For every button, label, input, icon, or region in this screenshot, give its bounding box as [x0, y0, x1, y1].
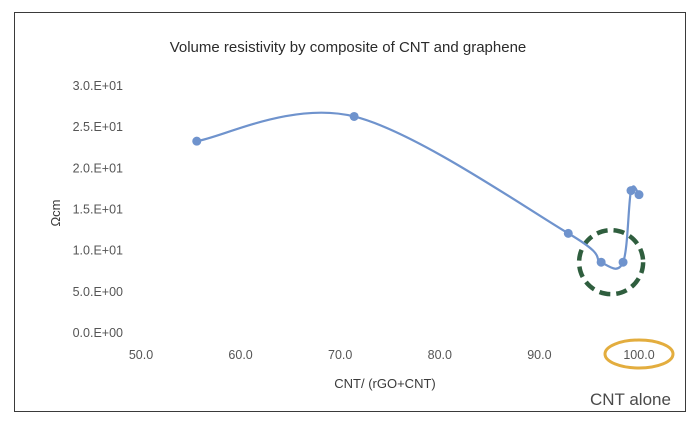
series-line	[196, 111, 640, 270]
chart-svg: Volume resistivity by composite of CNT a…	[48, 39, 675, 391]
y-tick-label: 5.0.E+00	[73, 285, 123, 299]
y-tick-label: 2.0.E+01	[73, 161, 123, 175]
y-tick-labels: 0.0.E+00 5.0.E+00 1.0.E+01 1.5.E+01 2.0.E+01…	[73, 79, 123, 340]
data-point	[349, 111, 359, 121]
highlight-dashed-circle	[576, 227, 646, 297]
data-point	[634, 190, 644, 200]
x-tick-label: 90.0	[527, 348, 551, 362]
x-tick-label: 100.0	[623, 348, 654, 362]
x-tick-labels: 50.0 60.0 70.0 80.0 90.0 100.0	[129, 348, 655, 362]
cnt-alone-annotation: CNT alone	[590, 390, 671, 409]
x-tick-label: 80.0	[428, 348, 452, 362]
y-axis-label: Ωcm	[48, 199, 63, 226]
x-tick-label: 70.0	[328, 348, 352, 362]
y-tick-label: 2.5.E+01	[73, 120, 123, 134]
y-tick-label: 1.0.E+01	[73, 244, 123, 258]
data-point	[618, 257, 628, 267]
x-tick-label: 50.0	[129, 348, 153, 362]
highlight-layer	[576, 227, 675, 370]
data-point	[596, 257, 606, 267]
data-point	[626, 186, 636, 196]
y-tick-label: 3.0.E+01	[73, 79, 123, 93]
data-point	[563, 228, 573, 238]
x-axis-label: CNT/ (rGO+CNT)	[334, 376, 435, 391]
data-point	[192, 136, 202, 146]
x-tick-label: 60.0	[228, 348, 252, 362]
chart-title: Volume resistivity by composite of CNT a…	[170, 39, 527, 56]
series-layer	[192, 111, 644, 270]
y-tick-label: 1.5.E+01	[73, 203, 123, 217]
highlight-ellipse	[603, 338, 675, 370]
chart-frame: Volume resistivity by composite of CNT a…	[14, 12, 686, 412]
y-tick-label: 0.0.E+00	[73, 326, 123, 340]
